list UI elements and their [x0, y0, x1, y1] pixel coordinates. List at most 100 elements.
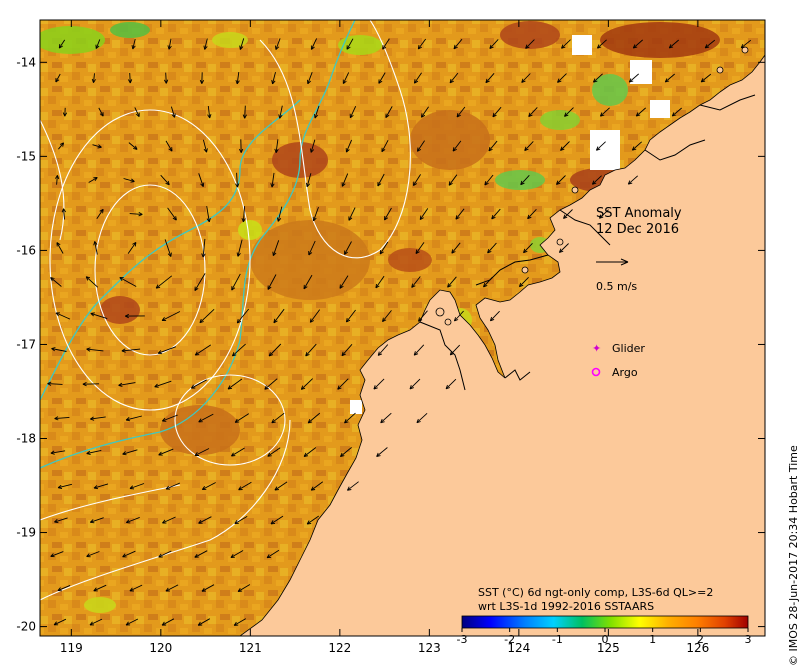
- current-vector-head: [310, 45, 315, 50]
- current-vector-head: [167, 45, 172, 50]
- current-vector-head: [194, 553, 199, 558]
- current-vector-head: [520, 180, 525, 186]
- current-vector: [309, 309, 321, 323]
- current-vector-head: [628, 78, 634, 83]
- current-vector-head: [55, 175, 60, 180]
- current-vector-head: [165, 180, 170, 186]
- current-vector: [234, 516, 248, 524]
- current-vector-head: [190, 384, 196, 389]
- current-vector: [197, 618, 211, 626]
- current-vector-head: [310, 148, 315, 153]
- current-vector: [665, 73, 675, 83]
- current-vector: [272, 240, 280, 256]
- current-vector: [158, 448, 174, 456]
- current-vector: [347, 481, 359, 491]
- current-vector-head: [345, 148, 350, 153]
- current-vector: [128, 142, 138, 150]
- current-vector-head: [99, 208, 104, 214]
- current-vector: [237, 239, 243, 257]
- current-vector-head: [235, 183, 240, 188]
- current-vector: [207, 105, 211, 119]
- current-vector: [378, 72, 386, 84]
- current-vector: [50, 450, 66, 454]
- current-vector: [416, 412, 428, 424]
- current-vector: [376, 447, 388, 457]
- y-tick-label: -18: [16, 432, 36, 446]
- current-vector: [557, 73, 567, 83]
- current-vector: [227, 378, 243, 390]
- current-vector-head: [307, 419, 313, 424]
- current-vector-head: [203, 148, 208, 153]
- current-vector: [125, 618, 139, 626]
- current-vector: [375, 275, 385, 289]
- current-vector-head: [484, 180, 489, 186]
- current-vector-head: [55, 312, 61, 317]
- current-vector: [525, 39, 535, 49]
- current-vector-head: [377, 351, 383, 356]
- current-vector-head: [557, 78, 562, 83]
- current-vector-head: [631, 146, 637, 151]
- current-vector: [377, 173, 385, 187]
- current-vector: [563, 209, 573, 219]
- current-vector-head: [307, 79, 312, 85]
- current-vector-head: [305, 182, 311, 188]
- current-vector-head: [133, 145, 138, 150]
- current-vector-head: [491, 214, 496, 220]
- current-vector-head: [346, 45, 351, 50]
- current-vector: [50, 551, 64, 557]
- current-vector-head: [118, 382, 123, 387]
- colorbar-caption-1: SST (°C) 6d ngt-only comp, L3S-6d QL>=2: [478, 586, 713, 599]
- argo-legend: Argo: [591, 366, 638, 379]
- current-vector: [373, 378, 385, 390]
- current-vector: [599, 209, 609, 219]
- current-vector: [306, 173, 312, 187]
- current-vector: [122, 550, 136, 558]
- current-vector: [86, 348, 104, 352]
- current-vector: [194, 273, 206, 291]
- current-vector-head: [122, 553, 127, 558]
- current-vector: [88, 177, 98, 183]
- current-vector: [277, 206, 283, 222]
- current-vector: [445, 378, 457, 390]
- current-vector: [268, 343, 282, 357]
- current-vector: [421, 106, 429, 118]
- current-vector-head: [201, 486, 207, 490]
- current-vector: [93, 73, 95, 83]
- current-vector-head: [348, 216, 353, 221]
- current-vector: [58, 142, 64, 150]
- current-vector-head: [453, 317, 459, 322]
- current-vector: [206, 206, 210, 222]
- current-vector-head: [376, 452, 381, 457]
- current-vector-head: [627, 180, 633, 185]
- current-vector-head: [93, 485, 99, 490]
- current-vector: [597, 39, 607, 49]
- current-vector: [560, 141, 570, 151]
- x-axis: 119 120 121 122 123 124 125 126: [60, 20, 709, 655]
- current-vector-head: [342, 79, 347, 84]
- current-vector-head: [704, 44, 710, 49]
- current-vector-head: [452, 147, 457, 152]
- colorbar: [461, 615, 749, 629]
- current-vector-head: [267, 285, 272, 290]
- current-vector-head: [412, 181, 418, 186]
- current-vector-head: [236, 318, 242, 324]
- current-vector: [669, 39, 679, 49]
- current-vector-head: [445, 384, 451, 390]
- current-vector-head: [203, 45, 208, 50]
- current-vector-head: [124, 313, 130, 319]
- current-vector-head: [233, 621, 239, 626]
- current-vector-head: [525, 44, 530, 49]
- current-vector-head: [82, 381, 87, 387]
- current-vector-head: [528, 112, 533, 118]
- argo-label: Argo: [612, 366, 638, 379]
- current-vector-head: [483, 282, 488, 288]
- current-vector: [238, 481, 252, 491]
- current-vector-head: [154, 383, 159, 388]
- current-vector-head: [57, 587, 62, 592]
- current-vector: [164, 239, 172, 257]
- current-vector: [418, 310, 428, 322]
- anomaly-patches: [100, 21, 720, 455]
- current-vector: [231, 447, 245, 457]
- x-tick-label: 124: [507, 641, 530, 655]
- current-vector-head: [62, 112, 68, 117]
